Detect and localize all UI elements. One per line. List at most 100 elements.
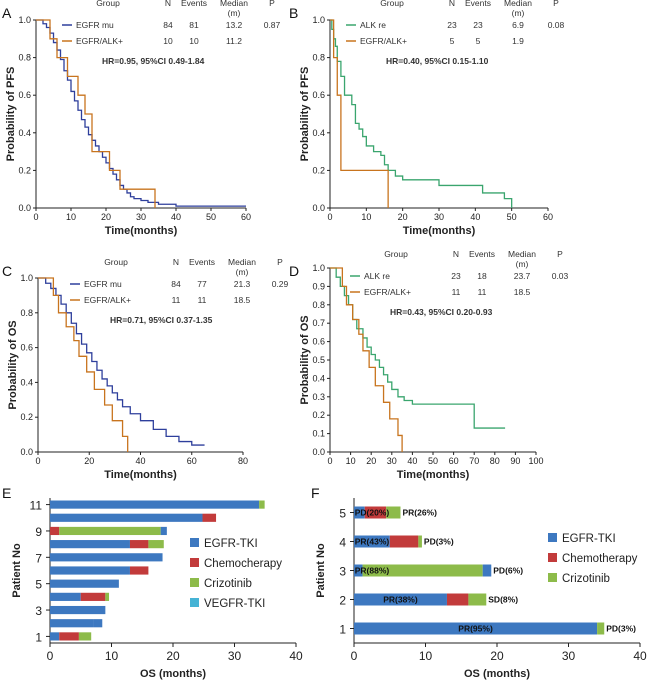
x-axis-label: Time(months) — [403, 225, 476, 237]
km-curve-0 — [38, 277, 205, 446]
legend-label: EGFR-TKI — [204, 538, 258, 550]
table-cell: 11 — [478, 287, 487, 297]
bar-segment — [386, 506, 401, 519]
bar-segment — [50, 605, 106, 615]
table-header-line: Events — [181, 0, 207, 8]
x-tick-label: 80 — [490, 456, 500, 466]
panel-b: B 0 10 20 30 40 50 60 0.0 0.2 0.4 0.6 0.8 1.0 Time(mon… — [289, 0, 565, 237]
x-axis-label: Time(months) — [104, 469, 177, 481]
bar-segment — [50, 500, 260, 509]
table-cell: 23 — [451, 271, 461, 281]
y-tick-label: 0.0 — [312, 447, 325, 457]
x-tick-label: 50 — [428, 456, 438, 466]
segment-label-after: PR(26%) — [402, 508, 437, 518]
bar-segment — [78, 632, 92, 641]
km-curve-0 — [330, 19, 513, 208]
y-tick-label: 7 — [35, 551, 42, 565]
table-cell: 0.87 — [264, 20, 281, 30]
x-tick-label: 10 — [361, 212, 371, 222]
y-tick-label: 0.4 — [312, 373, 325, 383]
table-header-line: Median — [228, 257, 256, 267]
x-tick-label: 60 — [241, 212, 251, 222]
segment-label-after: PD(3%) — [606, 624, 636, 634]
x-tick-label: 40 — [171, 212, 181, 222]
table-header: Group — [384, 249, 408, 259]
y-tick-label: 0.2 — [312, 410, 325, 420]
x-tick-label: 80 — [238, 456, 248, 466]
table-cell: 11 — [172, 295, 181, 305]
bar-segment — [105, 592, 110, 601]
y-tick-label: 2 — [339, 594, 346, 608]
legend-swatch — [548, 533, 557, 542]
table-header-line: Median — [220, 0, 248, 8]
bar-segment — [364, 506, 387, 519]
table-header: Events — [189, 257, 215, 267]
bar-segment — [160, 526, 167, 536]
table-header: Median (m) — [228, 257, 256, 277]
x-tick-label: 20 — [398, 212, 408, 222]
table-header: P — [277, 257, 283, 267]
panel-a: A 0 10 20 30 40 50 60 0.0 0.2 0.4 0.6 0.8 1.0 Time(mon… — [2, 0, 281, 237]
y-tick-label: 9 — [35, 525, 42, 539]
y-tick-label: 1.0 — [18, 15, 31, 25]
bar-segment — [59, 632, 79, 641]
table-cell: 0.03 — [552, 271, 569, 281]
x-tick-label: 30 — [228, 649, 242, 663]
x-tick-label: 0 — [327, 456, 332, 466]
y-tick-label: 0.3 — [312, 392, 325, 402]
table-cell: EGFR mu — [76, 20, 114, 30]
table-header: Events — [469, 249, 495, 259]
x-tick-label: 0 — [35, 456, 40, 466]
y-tick-label: 0.8 — [312, 300, 325, 310]
km-curve-0 — [36, 19, 246, 207]
bar-segment — [354, 593, 447, 606]
table-header-line: Median — [504, 0, 532, 8]
panel-label: A — [2, 5, 12, 21]
y-tick-label: 0.8 — [20, 308, 33, 318]
y-tick-label: 0.0 — [312, 203, 325, 213]
bar-segment — [50, 526, 60, 536]
y-tick-label: 0.6 — [312, 90, 325, 100]
x-tick-label: 20 — [490, 649, 504, 663]
bar-segment — [50, 513, 203, 522]
panel-label: B — [289, 5, 298, 21]
segment-label-after: SD(8%) — [488, 595, 518, 605]
table-header-line: Group — [384, 249, 408, 259]
table-header: Group — [104, 257, 128, 267]
bar-segment — [354, 622, 598, 635]
km-curve-1 — [36, 19, 156, 208]
table-cell: 84 — [163, 20, 173, 30]
table-cell: 77 — [197, 279, 207, 289]
table-cell: EGFR/ALK+ — [84, 295, 131, 305]
x-tick-label: 30 — [387, 456, 397, 466]
legend-swatch — [548, 573, 557, 582]
y-tick-label: 0.7 — [312, 318, 325, 328]
table-cell: 23.7 — [514, 271, 531, 281]
y-tick-label: 0.8 — [18, 53, 31, 63]
table-cell: 0.08 — [548, 20, 565, 30]
table-cell: 1.9 — [512, 36, 524, 46]
km-curve-1 — [330, 267, 403, 452]
table-header: P — [269, 0, 275, 8]
table-header: N — [165, 0, 171, 8]
table-header-line: Group — [96, 0, 120, 8]
table-header: Events — [181, 0, 207, 8]
y-axis-label: Probability of OS — [7, 320, 19, 409]
table-header-line: P — [277, 257, 283, 267]
bar-segment — [50, 592, 81, 601]
legend-swatch — [190, 598, 199, 607]
bar-segment — [93, 619, 103, 628]
table-header-line: (m) — [516, 259, 529, 269]
bar-segment — [129, 540, 149, 549]
segment-label-after: PD(6%) — [493, 566, 523, 576]
x-tick-label: 20 — [166, 649, 180, 663]
table-header: P — [557, 249, 563, 259]
x-tick-label: 10 — [419, 649, 433, 663]
x-tick-label: 100 — [528, 456, 543, 466]
x-tick-label: 40 — [289, 649, 303, 663]
table-header-line: Events — [469, 249, 495, 259]
x-tick-label: 0 — [47, 649, 54, 663]
bar-segment — [50, 566, 130, 575]
table-cell: 10 — [189, 36, 199, 46]
table-header: Group — [380, 0, 404, 8]
